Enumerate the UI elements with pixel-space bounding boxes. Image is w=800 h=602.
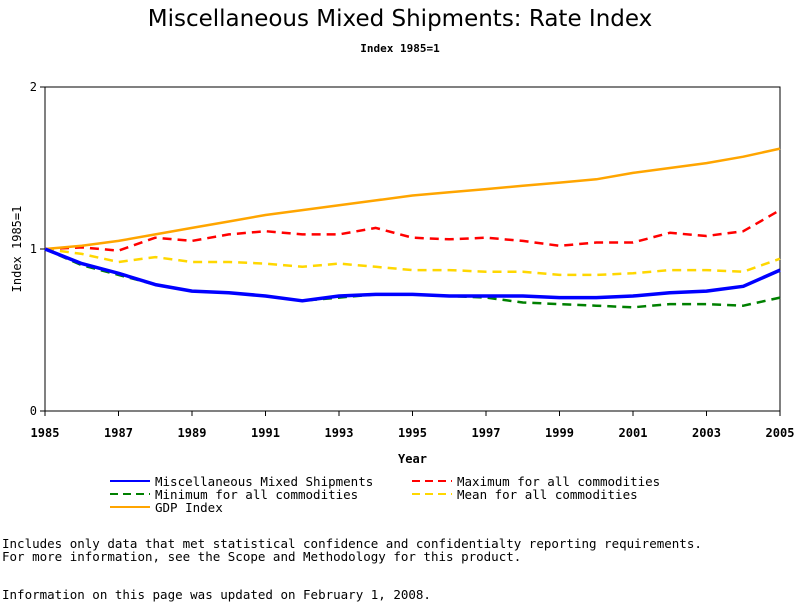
- series-line-miscellaneous-mixed-shipments: [44, 247, 781, 303]
- series-line-gdp-index: [44, 147, 781, 251]
- x-axis-label: Year: [398, 452, 427, 466]
- chart-subtitle: Index 1985=1: [360, 42, 440, 55]
- y-tick-label: 2: [30, 80, 37, 94]
- x-tick-label: 1997: [472, 426, 501, 440]
- x-tick-label: 1985: [31, 426, 60, 440]
- x-tick-label: 2003: [692, 426, 721, 440]
- footnote-methodology: For more information, see the Scope and …: [2, 549, 522, 564]
- x-tick-label: 1987: [104, 426, 133, 440]
- series-line-maximum-for-all-commodities: [44, 209, 781, 252]
- x-tick-label: 1995: [398, 426, 427, 440]
- y-tick-label: 1: [30, 242, 37, 256]
- legend-label: GDP Index: [155, 500, 223, 515]
- footnote-updated: Information on this page was updated on …: [2, 587, 431, 602]
- legend-label: Mean for all commodities: [457, 487, 638, 502]
- series-line-mean-for-all-commodities: [44, 247, 781, 277]
- plot-frame: [44, 86, 781, 412]
- x-tick-label: 2001: [619, 426, 648, 440]
- x-tick-label: 1991: [251, 426, 280, 440]
- x-tick-label: 1993: [325, 426, 354, 440]
- x-tick-label: 2005: [766, 426, 795, 440]
- footnote-confidence: Includes only data that met statistical …: [2, 536, 702, 551]
- legend-label: Minimum for all commodities: [155, 487, 358, 502]
- y-axis-label: Index 1985=1: [10, 206, 24, 293]
- y-tick-label: 0: [30, 404, 37, 418]
- x-tick-label: 1989: [178, 426, 207, 440]
- chart-title: Miscellaneous Mixed Shipments: Rate Inde…: [147, 6, 653, 32]
- legend-label: Maximum for all commodities: [457, 474, 660, 489]
- legend-label: Miscellaneous Mixed Shipments: [155, 474, 373, 489]
- x-tick-label: 1999: [545, 426, 574, 440]
